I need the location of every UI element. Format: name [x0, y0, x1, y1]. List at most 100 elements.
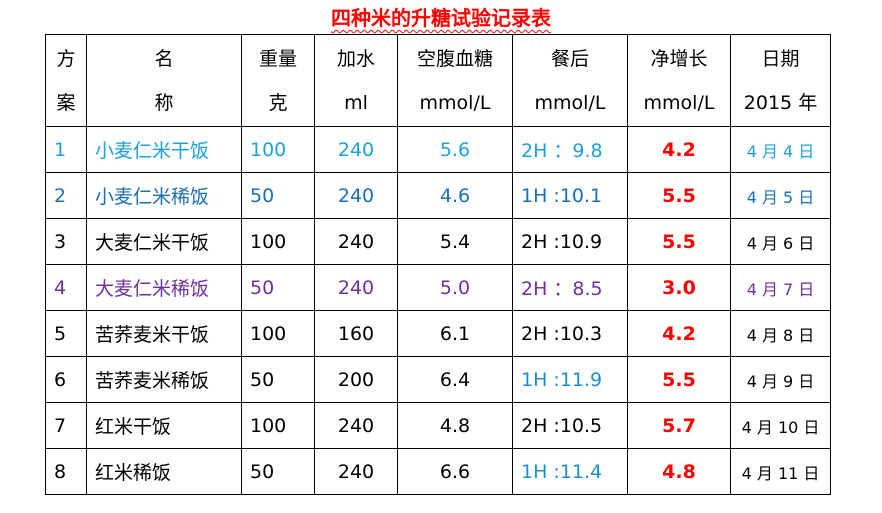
cell: 苦荞麦米干饭 [86, 310, 242, 357]
cell: 100 [241, 218, 315, 265]
cell: 5.7 [627, 402, 731, 449]
cell: 小麦仁米干饭 [86, 126, 242, 173]
row: 7 红米干饭 100 240 4.8 2H :10.5 5.7 4 月 10 日 [45, 402, 831, 449]
header-line: 2015 年 [743, 91, 818, 114]
row: 4 大麦仁米稀饭 50 240 5.0 2H ：8.5 3.0 4 月 7 日 [45, 264, 831, 311]
row: 5 苦荞麦米干饭 100 160 6.1 2H :10.3 4.2 4 月 8 日 [45, 310, 831, 357]
cell: 1H :11.9 [512, 356, 628, 403]
cell: 240 [314, 218, 398, 265]
cell: 苦荞麦米稀饭 [86, 356, 242, 403]
cell: 大麦仁米干饭 [86, 218, 242, 265]
row: 6 苦荞麦米稀饭 50 200 6.4 1H :11.9 5.5 4 月 9 日 [45, 356, 831, 403]
cell: 5.0 [397, 264, 513, 311]
header-row: 方案名称重量克加水 ml 空腹血糖 mmol/L 餐后 mmol/L 净增长 mmol/L 日期… [45, 34, 831, 127]
header-cell: 日期 2015 年 [730, 34, 831, 127]
cell: 4 月 10 日 [730, 402, 831, 449]
cell: 5.4 [397, 218, 513, 265]
cell: 8 [45, 448, 87, 495]
cell: 5.5 [627, 172, 731, 219]
row: 1 小麦仁米干饭 100 240 5.6 2H ：9.8 4.2 4 月 4 日 [45, 126, 831, 173]
cell: 240 [314, 402, 398, 449]
header-cell: 加水 ml [314, 34, 398, 127]
cell: 4 月 6 日 [730, 218, 831, 265]
cell: 6.4 [397, 356, 513, 403]
cell: 6.6 [397, 448, 513, 495]
cell: 200 [314, 356, 398, 403]
cell: 1H :11.4 [512, 448, 628, 495]
cell: 2H :10.9 [512, 218, 628, 265]
cell: 4 月 4 日 [730, 126, 831, 173]
cell: 4.8 [627, 448, 731, 495]
cell: 240 [314, 448, 398, 495]
cell: 2 [45, 172, 87, 219]
cell: 240 [314, 264, 398, 311]
cell: 4 月 8 日 [730, 310, 831, 357]
cell: 6.1 [397, 310, 513, 357]
header-line: mmol/L [534, 91, 606, 114]
cell: 7 [45, 402, 87, 449]
cell: 2H ：8.5 [512, 264, 628, 311]
cell: 100 [241, 402, 315, 449]
cell: 4 月 5 日 [730, 172, 831, 219]
cell: 4.2 [627, 310, 731, 357]
cell: 红米干饭 [86, 402, 242, 449]
cell: 1 [45, 126, 87, 173]
header-cell: 空腹血糖 mmol/L [397, 34, 513, 127]
cell: 大麦仁米稀饭 [86, 264, 242, 311]
header-line: 名 [154, 47, 174, 70]
header-line: 餐后 [550, 47, 589, 70]
row: 3 大麦仁米干饭 100 240 5.4 2H :10.9 5.5 4 月 6 日 [45, 218, 831, 265]
header-line: 克 [268, 91, 288, 114]
header-cell: 方案 [45, 34, 87, 127]
cell: 4 [45, 264, 87, 311]
cell: 4.6 [397, 172, 513, 219]
cell: 2H ：9.8 [512, 126, 628, 173]
header-line: 案 [56, 91, 76, 114]
header-line: 重量 [258, 47, 297, 70]
cell: 4.8 [397, 402, 513, 449]
header-line: 日期 [761, 47, 800, 70]
title: 四种米的升糖试验记录表 [0, 2, 882, 31]
cell: 红米稀饭 [86, 448, 242, 495]
cell: 2H :10.5 [512, 402, 628, 449]
row: 2 小麦仁米稀饭 50 240 4.6 1H :10.1 5.5 4 月 5 日 [45, 172, 831, 219]
cell: 3.0 [627, 264, 731, 311]
header-line: mmol/L [643, 91, 715, 114]
header-line: ml [344, 91, 368, 114]
cell: 4 月 9 日 [730, 356, 831, 403]
cell: 5.5 [627, 356, 731, 403]
cell: 50 [241, 356, 315, 403]
cell: 1H :10.1 [512, 172, 628, 219]
cell: 4.2 [627, 126, 731, 173]
cell: 240 [314, 126, 398, 173]
cell: 4 月 11 日 [730, 448, 831, 495]
cell: 4 月 7 日 [730, 264, 831, 311]
cell: 160 [314, 310, 398, 357]
cell: 3 [45, 218, 87, 265]
cell: 小麦仁米稀饭 [86, 172, 242, 219]
cell: 50 [241, 172, 315, 219]
header-cell: 名称 [86, 34, 242, 127]
header-line: 加水 [336, 47, 375, 70]
cell: 50 [241, 264, 315, 311]
row: 8 红米稀饭 50 240 6.6 1H :11.4 4.8 4 月 11 日 [45, 448, 831, 495]
header-line: 空腹血糖 [416, 47, 493, 70]
header-line: 称 [154, 91, 174, 114]
cell: 240 [314, 172, 398, 219]
header-cell: 餐后 mmol/L [512, 34, 628, 127]
header-line: 方 [56, 47, 76, 70]
cell: 6 [45, 356, 87, 403]
cell: 5.5 [627, 218, 731, 265]
cell: 100 [241, 126, 315, 173]
header-line: 净增长 [650, 47, 708, 70]
cell: 50 [241, 448, 315, 495]
cell: 2H :10.3 [512, 310, 628, 357]
header-cell: 净增长 mmol/L [627, 34, 731, 127]
title-text: 四种米的升糖试验记录表 [331, 6, 551, 30]
cell: 5 [45, 310, 87, 357]
header-cell: 重量克 [241, 34, 315, 127]
header-line: mmol/L [419, 91, 491, 114]
cell: 5.6 [397, 126, 513, 173]
cell: 100 [241, 310, 315, 357]
